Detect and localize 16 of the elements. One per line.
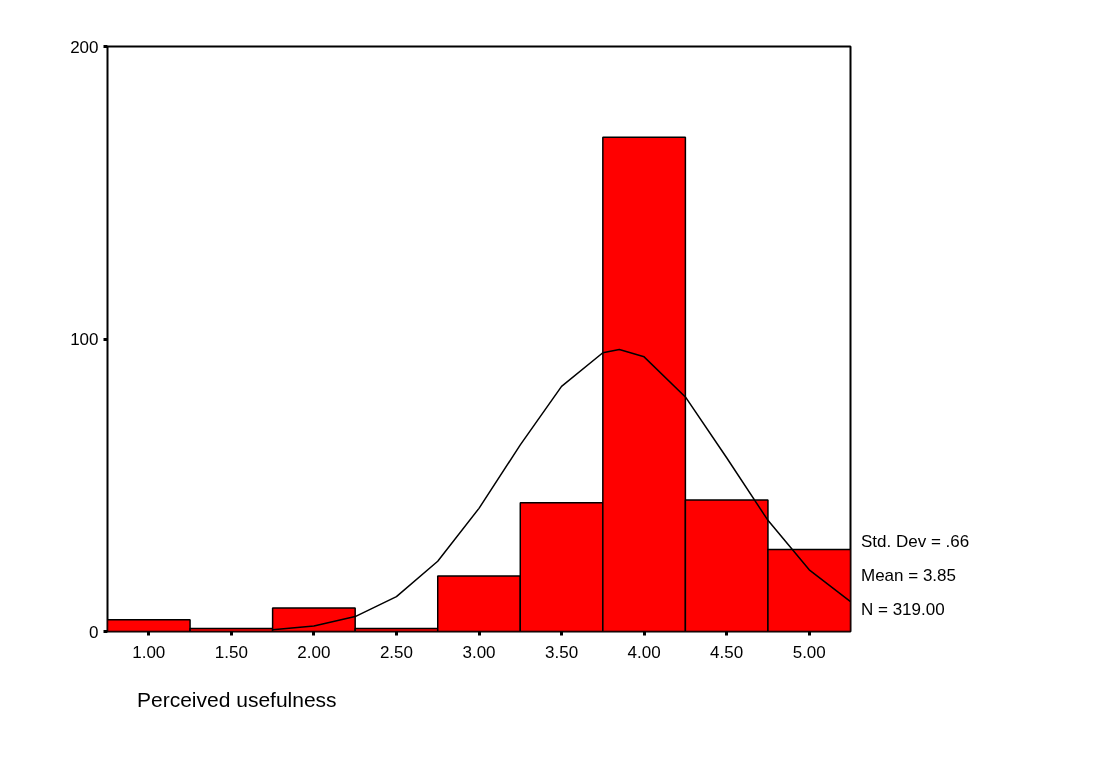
text: N = 319.00 [861, 599, 946, 621]
y-tick-label: 200 [70, 37, 99, 57]
x-tick-label: 5.00 [792, 642, 826, 662]
x-tick-label: 3.00 [462, 642, 496, 662]
x-tick-label: 2.50 [379, 642, 413, 662]
x-tick-label: 1.50 [214, 642, 248, 662]
x-tick-label: 4.00 [627, 642, 661, 662]
x-tick-label: 3.50 [545, 642, 579, 662]
y-tick-label: 0 [89, 622, 99, 642]
text: Std. Dev = .66 [861, 531, 970, 553]
x-tick-label: 4.50 [710, 642, 744, 662]
y-tick-label: 100 [70, 330, 99, 349]
x-tick-label: 1.00 [132, 642, 166, 662]
x-axis-title: Perceived usefulness [137, 687, 337, 713]
text: Mean = 3.85 [861, 565, 957, 587]
x-tick-label: 2.00 [297, 642, 331, 662]
